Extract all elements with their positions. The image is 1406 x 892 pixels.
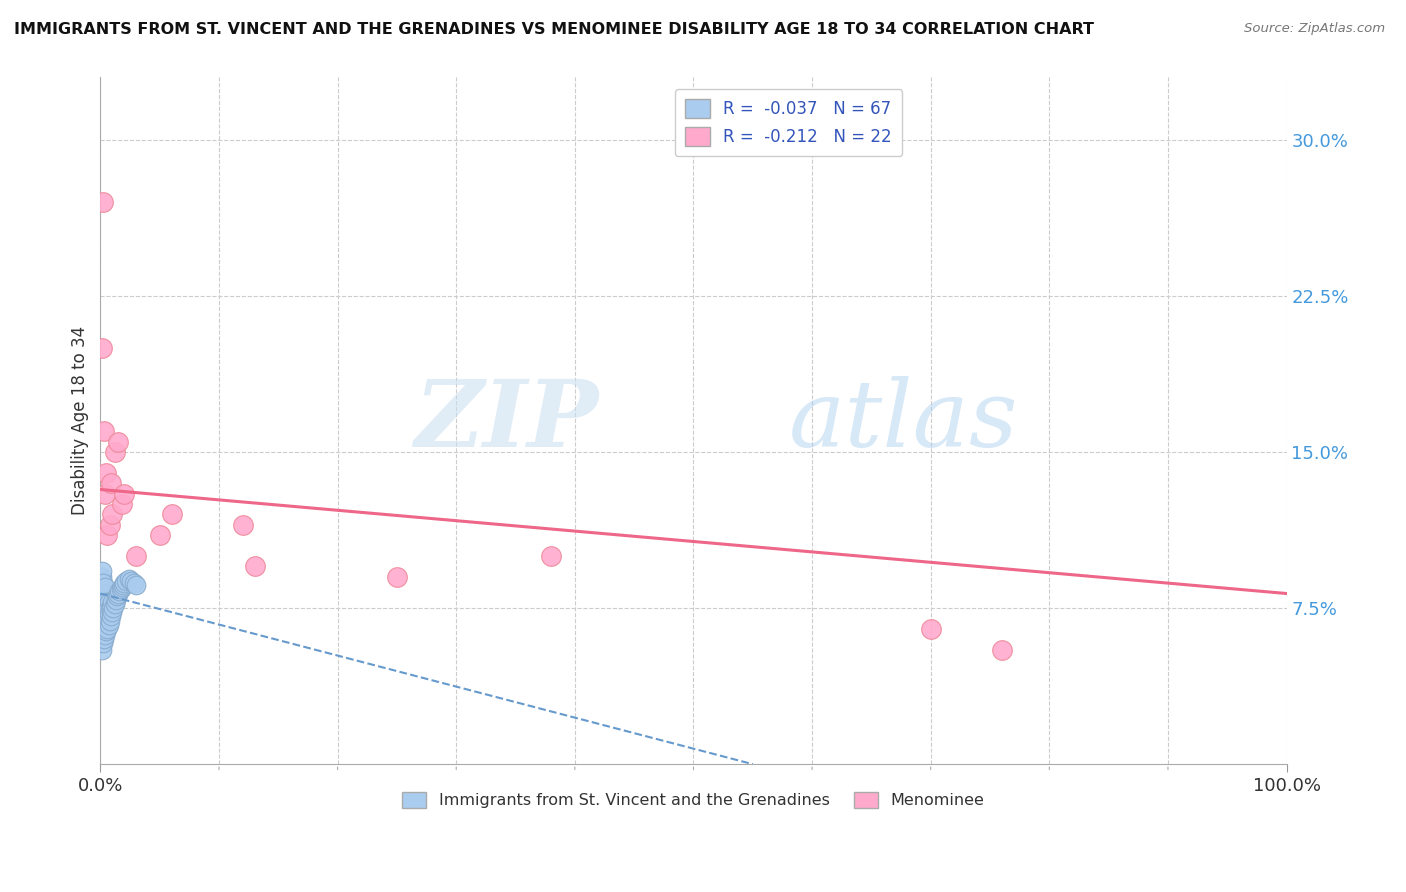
Point (112, 576, 135, 591)
Point (96, 615, 118, 630)
Point (90, 570, 112, 584)
Point (105, 589, 128, 603)
Point (90, 574, 112, 588)
Point (90, 622, 112, 636)
Point (991, 642, 1014, 657)
Point (90, 580, 112, 594)
Point (97, 607, 120, 622)
Point (118, 572, 141, 586)
Point (93, 622, 115, 636)
Point (90, 564, 112, 578)
Point (93, 632, 115, 647)
Point (90, 601, 112, 615)
Point (101, 508, 124, 522)
Point (120, 574, 142, 588)
Text: atlas: atlas (789, 376, 1018, 466)
Point (90, 586, 112, 600)
Point (920, 622, 942, 636)
Point (93, 607, 115, 622)
Point (125, 578, 148, 592)
Point (94, 580, 117, 594)
Point (93, 586, 115, 600)
Point (90, 611, 112, 625)
Text: Source: ZipAtlas.com: Source: ZipAtlas.com (1244, 22, 1385, 36)
Point (90, 642, 112, 657)
Point (104, 592, 127, 607)
Point (103, 597, 125, 611)
Point (96, 624, 118, 638)
Point (232, 517, 254, 532)
Point (100, 609, 122, 624)
Point (94, 628, 117, 642)
Point (91, 591, 114, 605)
Point (89, 601, 111, 615)
Point (94, 603, 117, 617)
Point (122, 576, 145, 591)
Point (90, 341, 112, 355)
Point (94, 486, 117, 500)
Point (91, 622, 114, 636)
Point (89, 580, 111, 594)
Point (125, 549, 148, 563)
Point (96, 622, 118, 636)
Point (111, 580, 134, 594)
Point (111, 497, 134, 511)
Point (107, 586, 129, 600)
Point (89, 632, 111, 647)
Legend: Immigrants from St. Vincent and the Grenadines, Menominee: Immigrants from St. Vincent and the Gren… (396, 785, 991, 814)
Point (97, 595, 120, 609)
Point (96, 466, 118, 480)
Point (91, 584, 114, 599)
Text: IMMIGRANTS FROM ST. VINCENT AND THE GRENADINES VS MENOMINEE DISABILITY AGE 18 TO: IMMIGRANTS FROM ST. VINCENT AND THE GREN… (14, 22, 1094, 37)
Point (96, 595, 118, 609)
Point (160, 508, 183, 522)
Point (115, 574, 138, 588)
Point (91, 611, 114, 625)
Point (93, 615, 115, 630)
Point (107, 434, 129, 449)
Text: ZIP: ZIP (415, 376, 599, 466)
Point (111, 578, 134, 592)
Point (94, 620, 117, 634)
Point (96, 605, 118, 619)
Point (89, 611, 111, 625)
Point (112, 486, 135, 500)
Point (110, 582, 132, 597)
Point (96, 528, 118, 542)
Point (103, 445, 125, 459)
Point (96, 599, 118, 613)
Point (98, 517, 121, 532)
Point (101, 595, 124, 609)
Point (100, 476, 122, 491)
Point (91, 195, 114, 210)
Point (540, 549, 562, 563)
Point (94, 611, 117, 625)
Point (94, 592, 117, 607)
Point (90, 632, 112, 647)
Point (100, 599, 122, 613)
Point (93, 424, 115, 438)
Point (149, 528, 172, 542)
Y-axis label: Disability Age 18 to 34: Disability Age 18 to 34 (72, 326, 89, 516)
Point (101, 605, 124, 619)
Point (97, 617, 120, 632)
Point (108, 584, 131, 599)
Point (93, 597, 115, 611)
Point (98, 614, 121, 628)
Point (90, 591, 112, 605)
Point (89, 570, 111, 584)
Point (243, 559, 266, 574)
Point (98, 601, 121, 615)
Point (91, 636, 114, 650)
Point (89, 591, 111, 605)
Point (91, 576, 114, 591)
Point (91, 601, 114, 615)
Point (385, 570, 408, 584)
Point (103, 601, 125, 615)
Point (96, 611, 118, 625)
